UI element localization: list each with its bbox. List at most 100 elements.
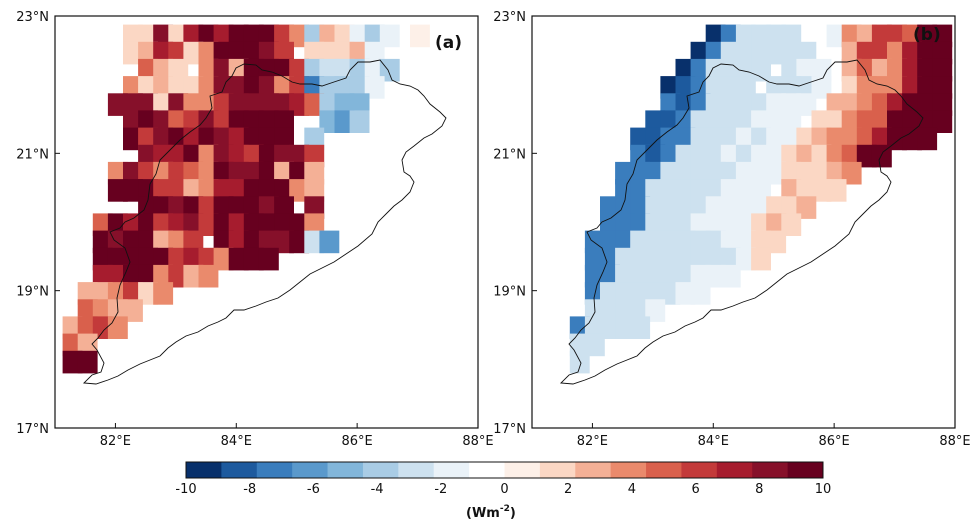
map-grid-cell [183,196,204,219]
map-grid-cell [781,110,802,133]
map-grid-cell [902,93,922,116]
map-grid-cell [781,161,802,185]
map-grid-cell [584,230,605,254]
map-grid-cell [123,299,143,322]
map-grid-cell [735,213,756,236]
map-grid-cell [198,58,219,82]
map-grid-cell [856,110,877,133]
map-grid-cell [720,247,741,271]
map-grid-cell [675,110,696,133]
map-grid-cell [841,24,862,48]
map-grid-cell [243,127,264,151]
map-grid-cell [705,179,726,202]
map-grid-cell [796,58,817,82]
panel-a-state-outline [82,59,447,385]
map-grid-cell [811,179,832,202]
map-grid-cell [690,264,711,288]
map-grid-cell [630,196,651,219]
map-grid-cell [917,24,938,48]
map-grid-cell [289,58,310,82]
map-grid-cell [198,93,219,116]
map-grid-cell [841,144,862,168]
colorbar-tick-label: -4 [371,482,384,497]
map-grid-cell [615,196,635,219]
map-grid-cell [600,213,620,236]
map-grid-cell [705,110,726,133]
map-grid-cell [705,196,726,219]
colorbar-swatch [716,462,753,478]
map-grid-cell [198,144,219,168]
map-grid-cell [645,230,666,254]
map-grid-cell [917,93,938,116]
map-grid-cell [766,144,787,168]
map-grid-cell [62,316,83,339]
colorbar-tick-label: -10 [175,482,196,497]
map-grid-cell [841,41,862,65]
map-grid-cell [349,58,370,82]
map-grid-cell [751,230,771,254]
map-grid-cell [274,76,294,99]
map-grid-cell [584,247,605,271]
map-grid-cell [917,110,938,133]
map-grid-cell [600,196,620,219]
map-grid-cell [720,127,741,151]
map-grid-cell [228,76,249,99]
latitude-tick-label: 19°N [16,285,49,300]
map-grid-cell [856,24,877,48]
map-grid-cell [183,93,204,116]
panel-b-grid-cells [569,24,953,374]
map-grid-cell [735,230,756,254]
map-grid-cell [630,264,651,288]
map-grid-cell [781,213,802,236]
map-grid-cell [304,196,325,219]
map-grid-cell [871,93,892,116]
map-grid-cell [289,179,310,202]
colorbar-label: (Wm-2) [466,504,516,521]
map-grid-cell [887,76,907,99]
map-grid-cell [183,230,204,254]
map-grid-cell [645,264,666,288]
map-grid-cell [871,58,892,82]
map-grid-cell [630,179,651,202]
map-grid-cell [123,41,143,65]
map-grid-cell [902,127,922,151]
map-grid-cell [198,41,219,65]
map-grid-cell [123,213,143,236]
map-grid-cell [213,161,234,185]
map-grid-cell [228,179,249,202]
map-grid-cell [841,58,862,82]
map-grid-cell [932,110,953,133]
map-grid-cell [705,93,726,116]
map-grid-cell [289,144,310,168]
map-grid-cell [258,58,279,82]
map-grid-cell [887,41,907,65]
map-grid-cell [168,76,189,99]
map-grid-cell [168,196,189,219]
map-grid-cell [766,230,787,254]
map-grid-cell [168,213,189,236]
map-grid-cell [569,316,590,339]
map-grid-cell [349,24,370,48]
map-grid-cell [349,76,370,99]
colorbar-swatch [575,462,612,478]
map-grid-cell [379,58,400,82]
map-grid-cell [123,247,143,271]
map-grid-cell [243,144,264,168]
map-grid-cell [871,144,892,168]
map-grid-cell [871,41,892,65]
map-grid-cell [92,230,113,254]
map-grid-cell [334,93,355,116]
map-grid-cell [153,179,174,202]
colorbar-swatch [610,462,647,478]
panel-b-state-outline [559,59,924,385]
map-grid-cell [274,58,294,82]
colorbar-frame [185,461,824,479]
map-grid-cell [62,333,83,357]
colorbar-swatch [752,462,789,478]
map-grid-cell [675,247,696,271]
map-grid-cell [826,179,847,202]
map-grid-cell [841,110,862,133]
map-grid-cell [304,93,325,116]
map-grid-cell [62,350,83,374]
map-grid-cell [766,24,787,48]
